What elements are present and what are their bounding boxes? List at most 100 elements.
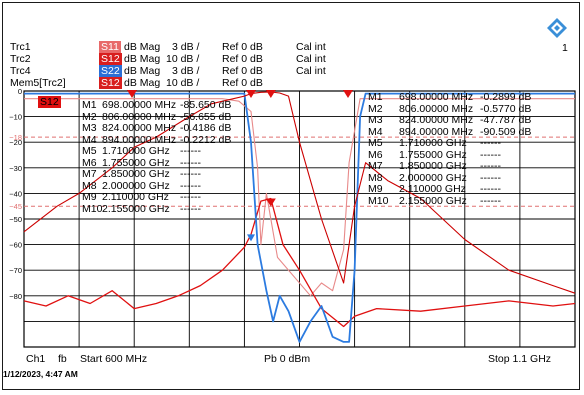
marker-triangle	[247, 234, 256, 242]
marker-freq: 2.155000 GHz	[399, 194, 467, 207]
marker-value: -47.787 dB	[480, 114, 532, 126]
marker-freq: 1.850000 GHz	[399, 160, 467, 172]
marker-freq: 806.00000 MHz	[399, 102, 474, 115]
marker-name: M9	[368, 183, 383, 195]
trace-ref: Ref 0 dB	[222, 53, 263, 65]
marker-name: M10	[368, 194, 389, 207]
marker-freq: 1.850000 GHz	[102, 168, 170, 180]
marker-triangle	[265, 198, 276, 207]
marker-name: M7	[82, 168, 97, 180]
trace-label[interactable]: Mem5[Trc2]	[10, 77, 66, 89]
trace-lines	[23, 91, 576, 343]
marker-freq: 2.000000 GHz	[102, 179, 170, 192]
stop-frequency[interactable]: Stop 1.1 GHz	[488, 353, 552, 365]
reference-lines	[24, 136, 575, 207]
marker-freq: 698.00000 MHz	[102, 99, 177, 111]
marker-value: -56.655 dB	[180, 110, 232, 123]
marker-name: M6	[368, 148, 383, 161]
marker-freq: 2.110000 GHz	[399, 183, 466, 195]
trace-label[interactable]: Trc2	[10, 53, 31, 65]
marker-freq: 698.00000 MHz	[399, 91, 474, 103]
marker-name: M5	[82, 145, 97, 157]
marker-freq: 1.710000 GHz	[399, 137, 467, 149]
y-tick-label: −50	[9, 215, 22, 224]
marker-value: ------	[480, 137, 501, 149]
active-trace-badge[interactable]: S12	[38, 96, 61, 108]
trace-ref: Ref 0 dB	[222, 77, 263, 89]
y-tick-label: −40	[9, 189, 22, 198]
trace-s22	[24, 92, 575, 343]
marker-name: M2	[82, 110, 97, 123]
y-tick-label: −80	[9, 292, 22, 301]
marker-freq: 824.00000 MHz	[399, 114, 474, 126]
trace-param-badge[interactable]: S12	[99, 53, 122, 65]
trace-format: dB Mag	[124, 41, 161, 53]
marker-name: M1	[368, 91, 383, 103]
marker-value: -90.509 dB	[480, 125, 532, 138]
marker-name: M4	[368, 125, 383, 138]
marker-triangles	[126, 90, 353, 242]
marker-value: -85.650 dB	[180, 99, 232, 111]
trace-scale: 10 dB /	[166, 77, 200, 89]
marker-value: ------	[180, 145, 201, 157]
marker-freq: 1.755000 GHz	[399, 148, 467, 161]
trace-s11	[24, 98, 575, 297]
trace-scale: 3 dB /	[172, 65, 200, 77]
marker-value: ------	[480, 171, 501, 184]
marker-freq: 894.00000 MHz	[102, 133, 177, 146]
marker-value: ------	[180, 191, 201, 203]
marker-freq: 2.155000 GHz	[102, 202, 170, 215]
marker-freq: 2.110000 GHz	[102, 191, 169, 203]
marker-triangle	[126, 90, 137, 98]
marker-value: ------	[180, 156, 201, 169]
marker-value: ------	[480, 183, 501, 195]
start-frequency[interactable]: Start 600 MHz	[80, 353, 148, 365]
marker-triangle	[246, 90, 257, 98]
marker-value: ------	[180, 168, 201, 180]
trace-param-badge[interactable]: S22	[99, 65, 122, 77]
trace-scale: 3 dB /	[172, 41, 200, 53]
marker-value: ------	[480, 194, 501, 207]
marker-freq: 806.00000 MHz	[102, 110, 177, 123]
y-tick-label: −18	[9, 133, 22, 142]
trace-format: dB Mag	[124, 53, 161, 65]
y-tick-label: −30	[9, 164, 22, 173]
trace-param-badge[interactable]: S11	[99, 41, 121, 53]
marker-name: M1	[82, 99, 97, 111]
trace-param-badge[interactable]: S12	[99, 77, 122, 89]
marker-value: -0.2899 dB	[480, 91, 532, 103]
port-power[interactable]: Pb 0 dBm	[264, 353, 311, 365]
trace-cal: Cal int	[296, 53, 326, 65]
marker-name: M8	[82, 179, 97, 192]
marker-value: ------	[480, 160, 501, 172]
trace-scale: 10 dB /	[166, 53, 200, 65]
y-tick-label: −70	[9, 266, 22, 275]
window-number[interactable]: 1	[562, 42, 568, 54]
y-tick-label: −45	[9, 202, 22, 211]
trace-s12	[23, 197, 576, 328]
trace-label[interactable]: Trc1	[10, 41, 31, 53]
trace-format: dB Mag	[124, 77, 161, 89]
rohde-schwarz-logo-icon	[547, 18, 567, 38]
y-tick-label: −20	[9, 138, 22, 147]
trace-ref: Ref 0 dB	[222, 41, 263, 53]
marker-name: M7	[368, 160, 383, 172]
display-frame	[2, 2, 580, 390]
trace-mem5-trc2-	[23, 91, 576, 294]
y-tick-label: 0	[18, 87, 22, 96]
marker-freq: 2.000000 GHz	[399, 171, 467, 184]
trace-format: dB Mag	[124, 65, 161, 77]
marker-name: M8	[368, 171, 383, 184]
marker-triangle	[342, 90, 353, 98]
marker-value: -0.2212 dB	[180, 133, 232, 146]
y-tick-labels: 0 −10 −20 −30 −40 −45 −50 −18 −60 −70 −80	[9, 87, 22, 301]
marker-freq: 1.710000 GHz	[102, 145, 170, 157]
channel-label[interactable]: Ch1	[26, 353, 46, 365]
trace-label[interactable]: Trc4	[10, 65, 31, 77]
y-tick-label: −60	[9, 241, 22, 250]
marker-value: -0.4186 dB	[180, 122, 232, 134]
marker-name: M9	[82, 191, 97, 203]
marker-name: M4	[82, 133, 97, 146]
